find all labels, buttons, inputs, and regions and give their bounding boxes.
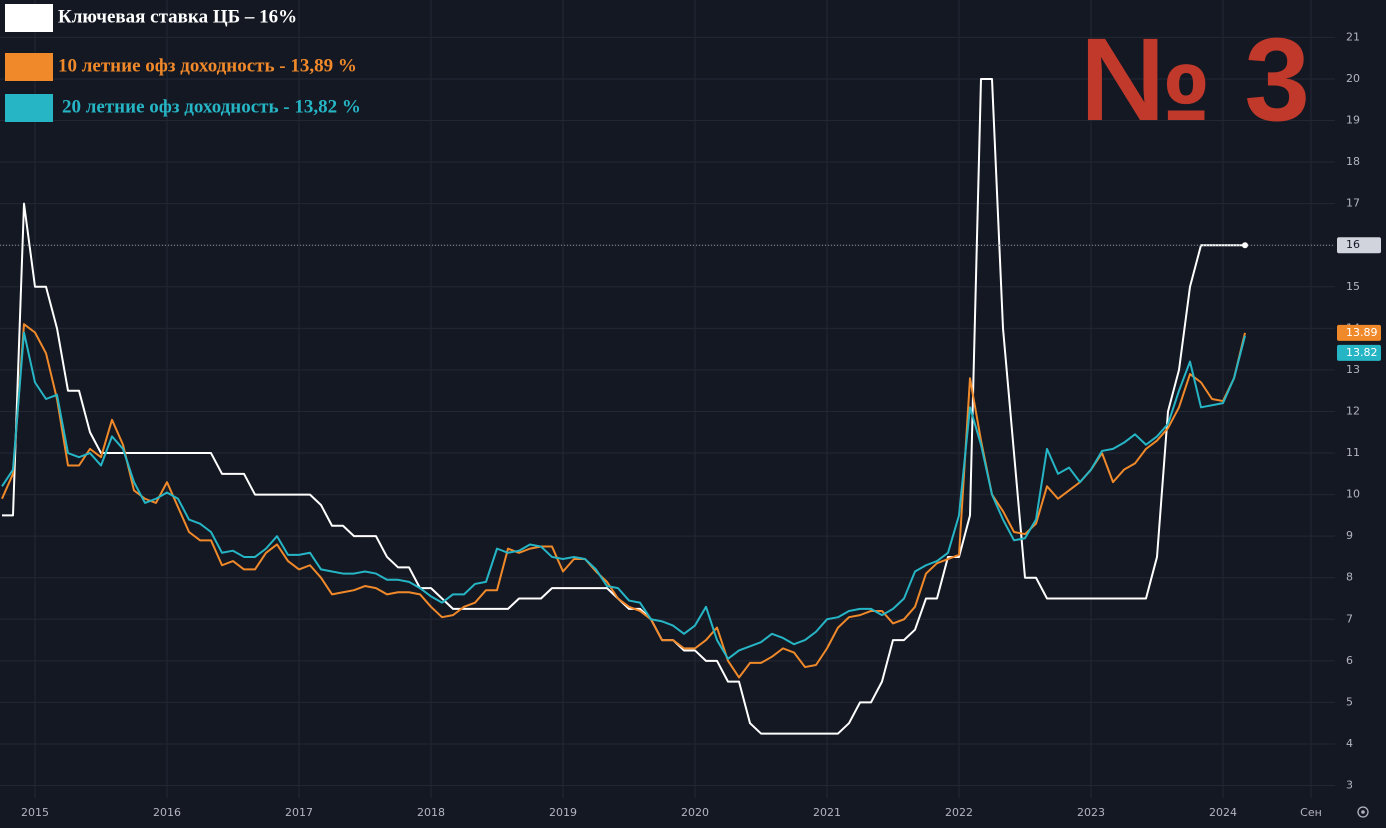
legend-label: 10 летние офз доходность - 13,89 % (58, 55, 357, 76)
y-tick-label: 5 (1346, 695, 1353, 708)
legend-label: Ключевая ставка ЦБ – 16% (58, 6, 297, 27)
y-tick-label: 20 (1346, 72, 1360, 85)
x-tick-label: 2016 (153, 806, 181, 819)
value-badge-label: 13.89 (1346, 326, 1378, 339)
x-tick-label: 2015 (21, 806, 49, 819)
line-series (1, 323, 1246, 679)
legend: Ключевая ставка ЦБ – 16% 10 летние офз до… (5, 4, 361, 122)
y-tick-label: 10 (1346, 488, 1360, 501)
value-badge (1337, 237, 1381, 254)
y-tick-label: 9 (1346, 529, 1353, 542)
y-tick-label: 6 (1346, 654, 1353, 667)
legend-label: 20 летние офз доходность - 13,82 % (62, 96, 361, 117)
x-tick-label: 2021 (813, 806, 841, 819)
value-badge (1337, 324, 1381, 341)
plot (0, 77, 1335, 735)
x-tick-label: 2017 (285, 806, 313, 819)
y-tick-label: 8 (1346, 571, 1353, 584)
y-tick-label: 4 (1346, 737, 1353, 750)
legend-swatch (5, 94, 53, 122)
line-series (1, 331, 1246, 660)
y-tick-label: 21 (1346, 30, 1360, 43)
y-tick-label: 13 (1346, 363, 1360, 376)
legend-swatch (5, 53, 53, 81)
value-badge-label: 16 (1346, 238, 1360, 251)
y-tick-label: 11 (1346, 446, 1360, 459)
legend-swatch (5, 4, 53, 32)
x-tick-label: 2018 (417, 806, 445, 819)
settings-icon[interactable] (1357, 806, 1369, 818)
value-badge-label: 13.82 (1346, 346, 1378, 359)
y-tick-label: 3 (1346, 779, 1353, 792)
y-tick-label: 17 (1346, 197, 1360, 210)
x-tick-label: 2023 (1077, 806, 1105, 819)
axes: 3456789101112131415161718192021201520162… (21, 30, 1381, 819)
y-tick-label: 18 (1346, 155, 1360, 168)
chart-title: № 3 (1080, 14, 1310, 146)
x-tick-label: 2019 (549, 806, 577, 819)
y-tick-label: 15 (1346, 280, 1360, 293)
x-tick-label: Сен (1300, 806, 1322, 819)
grid (0, 0, 1335, 798)
x-tick-label: 2020 (681, 806, 709, 819)
y-tick-label: 7 (1346, 612, 1353, 625)
x-tick-label: 2022 (945, 806, 973, 819)
x-tick-label: 2024 (1209, 806, 1237, 819)
last-point (1242, 242, 1248, 249)
value-badge (1337, 344, 1381, 361)
y-tick-label: 12 (1346, 404, 1360, 417)
y-tick-label: 19 (1346, 114, 1360, 127)
